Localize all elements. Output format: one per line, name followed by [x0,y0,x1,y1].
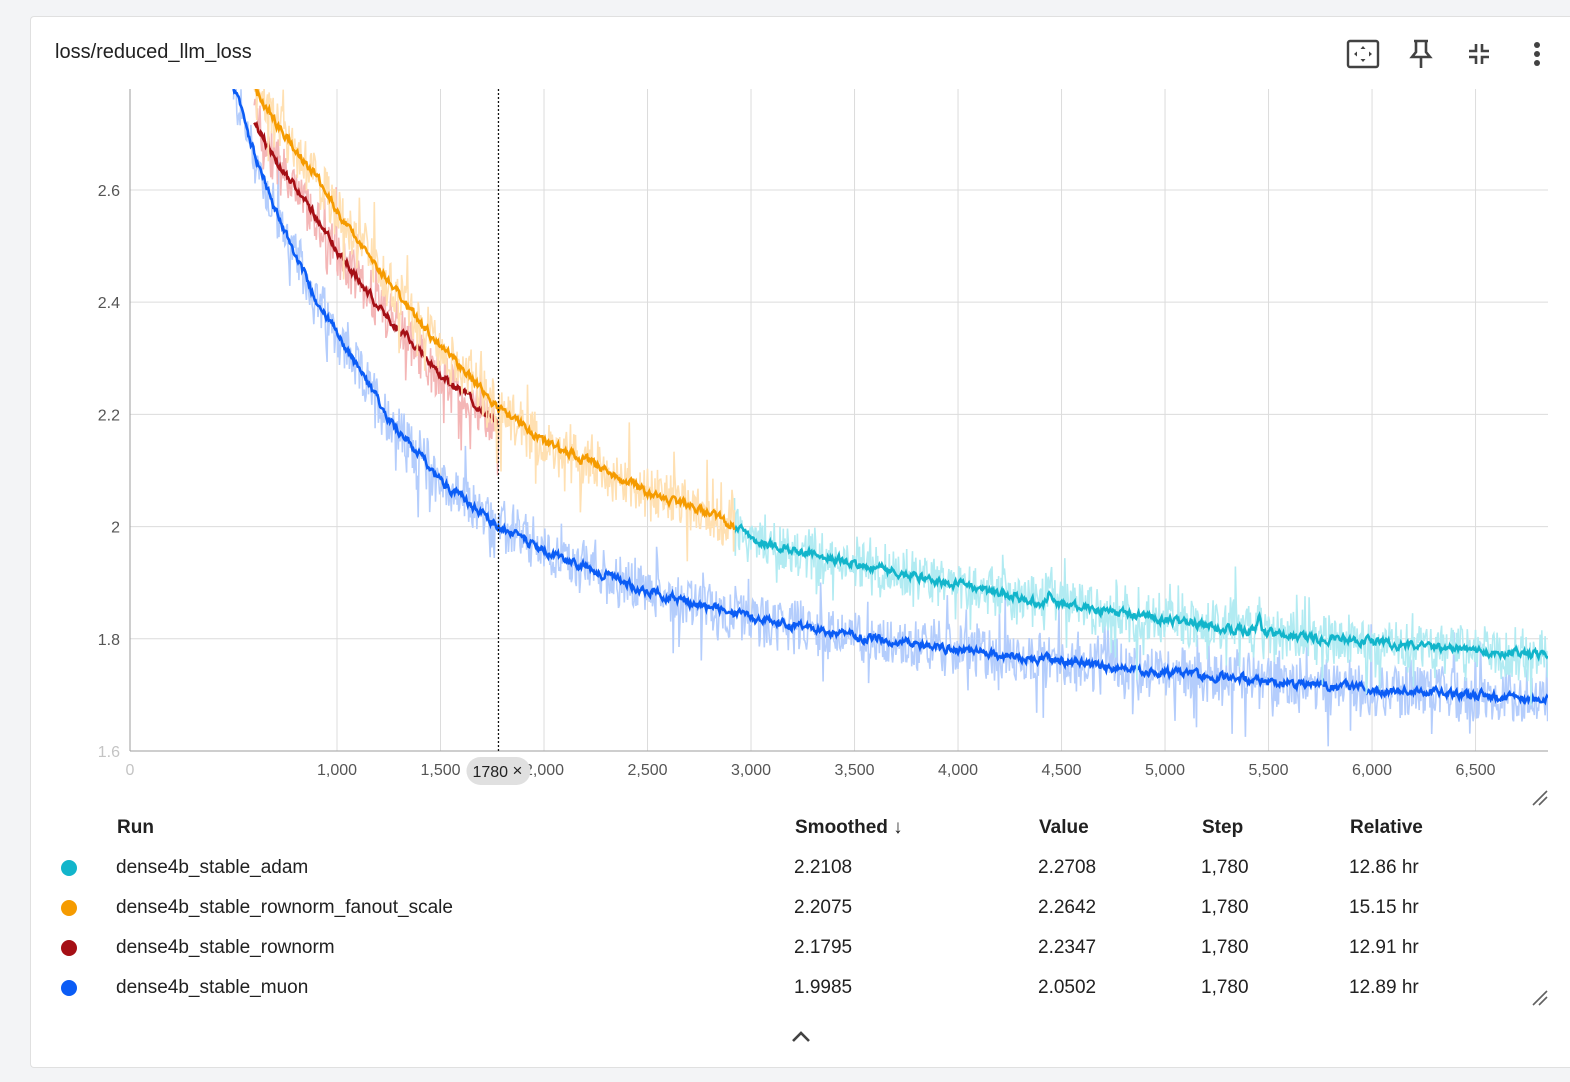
series-smoothed-line-dense4b_stable_muon[interactable] [232,89,1548,706]
hover-step-label: 1780 [472,764,508,781]
run-color-dot [61,900,77,916]
series-raw-line-dense4b_stable_rownorm_fanout_scale [253,89,736,562]
hover-step-chip[interactable] [466,757,531,785]
card-title: loss/reduced_llm_loss [55,41,252,63]
run-name: dense4b_stable_rownorm [116,937,335,958]
chevron-up-icon [792,1031,810,1042]
x-tick-label: 5,000 [1145,762,1185,779]
series-raw-line-dense4b_stable_muon [232,89,1548,747]
legend-row[interactable]: dense4b_stable_adam 2.2108 2.2708 1,780 … [31,848,1570,888]
run-name: dense4b_stable_rownorm_fanout_scale [116,897,453,918]
relative-time: 12.89 hr [1349,977,1419,998]
fit-domain-button[interactable] [1345,37,1381,71]
step-value: 1,780 [1201,857,1249,878]
collapse-card-icon [1469,44,1489,64]
y-tick-label: 1.8 [98,632,120,649]
step-value: 1,780 [1201,937,1249,958]
legend-header-step[interactable]: Step [1202,817,1244,838]
x-tick-label: 2,500 [627,762,667,779]
series-smoothed-line-dense4b_stable_rownorm_fanout_scale[interactable] [254,86,736,531]
legend-header-smoothed[interactable]: Smoothed ↓ [795,817,903,838]
y-tick-label: 2.4 [98,295,120,312]
y-tick-label: 2 [111,520,120,537]
run-color-dot [61,940,77,956]
hover-step-close-icon[interactable]: × [512,761,522,780]
smoothed-value: 2.2075 [794,897,853,918]
x-tick-label: 6,000 [1352,762,1392,779]
smoothed-value: 2.2108 [794,857,853,878]
run-name: dense4b_stable_muon [116,977,309,998]
run-color-dot [61,860,77,876]
x-tick-label: 1,500 [420,762,460,779]
fit-domain-icon [1346,39,1380,69]
x-tick-label: 4,500 [1042,762,1082,779]
collapse-legend-button[interactable] [787,1023,815,1051]
y-tick-label: 1.6 [98,744,120,761]
resize-handle-icon[interactable] [1531,789,1549,807]
step-value: 1,780 [1201,977,1249,998]
legend-row[interactable]: dense4b_stable_rownorm_fanout_scale 2.20… [31,888,1570,928]
legend-header-run[interactable]: Run [117,817,154,838]
scalar-card: loss/reduced_llm_loss 1.6 1.8 2 2.2 2.4 2.6 0 1… [30,16,1570,1068]
x-tick-label: 1,000 [317,762,357,779]
series-raw-line-dense4b_stable_adam [733,497,1548,706]
x-tick-label: 6,500 [1456,762,1496,779]
smoothed-value: 2.1795 [794,937,853,958]
raw-value: 2.2347 [1038,937,1097,958]
raw-value: 2.2708 [1038,857,1097,878]
x-tick-label: 2,000 [524,762,564,779]
raw-value: 2.0502 [1038,977,1097,998]
x-tick-label: 0 [126,762,135,779]
legend-header-relative[interactable]: Relative [1350,817,1423,838]
series-raw-line-dense4b_stable_rownorm [253,98,500,476]
more-options-button[interactable] [1519,37,1555,71]
x-tick-label: 3,500 [835,762,875,779]
line-chart[interactable]: 1.6 1.8 2 2.2 2.4 2.6 0 1,000 1,500 2,000 2,500 3,0… [31,17,1570,817]
step-value: 1,780 [1201,897,1249,918]
series-smoothed-line-dense4b_stable_adam[interactable] [733,523,1548,662]
x-tick-label: 5,500 [1249,762,1289,779]
series-smoothed-line-dense4b_stable_rownorm[interactable] [253,120,500,428]
relative-time: 12.86 hr [1349,857,1419,878]
x-tick-label: 3,000 [731,762,771,779]
run-color-dot [61,980,77,996]
pin-button[interactable] [1403,37,1439,71]
pin-icon [1409,39,1433,68]
run-name: dense4b_stable_adam [116,857,309,878]
more-vert-icon [1534,42,1540,66]
relative-time: 12.91 hr [1349,937,1419,958]
y-tick-label: 2.2 [98,407,120,424]
raw-value: 2.2642 [1038,897,1097,918]
y-tick-label: 2.6 [98,183,120,200]
legend-row[interactable]: dense4b_stable_rownorm 2.1795 2.2347 1,7… [31,928,1570,968]
legend-header-value[interactable]: Value [1039,817,1089,838]
resize-handle-icon[interactable] [1531,989,1549,1007]
collapse-card-button[interactable] [1461,37,1497,71]
relative-time: 15.15 hr [1349,897,1419,918]
legend-row[interactable]: dense4b_stable_muon 1.9985 2.0502 1,780 … [31,968,1570,1008]
x-tick-label: 4,000 [938,762,978,779]
smoothed-value: 1.9985 [794,977,853,998]
